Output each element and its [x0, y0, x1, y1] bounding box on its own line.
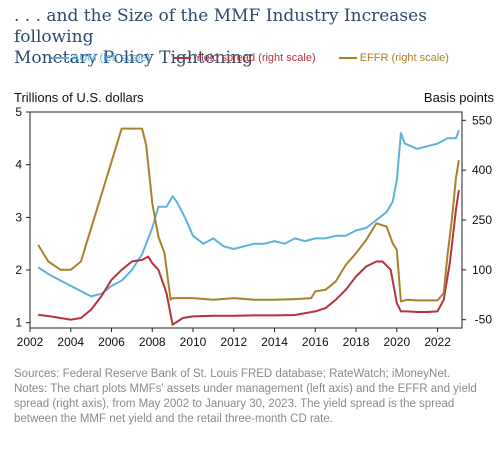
line-chart: 2002 2004 2006 2008 2010 2012 2014 2016 2018 2020… — [15, 105, 493, 349]
x-tick-label: 2004 — [57, 335, 84, 349]
x-tick-label: 2010 — [180, 335, 207, 349]
sources-text: Sources: Federal Reserve Bank of St. Lou… — [14, 368, 451, 380]
x-tick-label: 2014 — [261, 335, 288, 349]
x-tick-label: 2002 — [17, 335, 44, 349]
right-y-tick-label: 550 — [472, 113, 492, 127]
notes-text: Notes: The chart plots MMFs' assets unde… — [14, 383, 477, 425]
x-tick-label: 2022 — [424, 335, 451, 349]
right-y-tick-label: -50 — [475, 313, 493, 327]
left-axis-title: Trillions of U.S. dollars — [14, 90, 144, 105]
yield-spread-line — [38, 189, 460, 326]
aum-line — [37, 130, 460, 298]
legend-item-effr: EFFR (right scale) — [338, 52, 449, 64]
x-tick-label: 2018 — [343, 335, 370, 349]
right-axis-title: Basis points — [423, 90, 494, 105]
right-y-tick-label: 250 — [472, 213, 492, 227]
x-tick-label: 2016 — [302, 335, 329, 349]
right-y-tick-label: 400 — [472, 163, 492, 177]
effr-line — [37, 127, 460, 303]
x-tick-label: 2008 — [139, 335, 166, 349]
x-tick-label: 2020 — [383, 335, 410, 349]
chart-title-line-2: Monetary Policy Tightening — [14, 48, 253, 68]
left-y-tick-label: 4 — [15, 158, 22, 172]
legend-label-yield-spread: Yield spread (right scale) — [194, 52, 316, 64]
left-y-tick-label: 5 — [15, 105, 22, 119]
chart-title-line-1: . . . and the Size of the MMF Industry I… — [14, 6, 427, 47]
left-y-tick-label: 2 — [15, 263, 22, 277]
legend-item-aum: AUM (left scale) — [51, 52, 150, 64]
legend: AUM (left scale) Yield spread (right sca… — [0, 52, 500, 64]
chart-notes: Sources: Federal Reserve Bank of St. Lou… — [14, 367, 488, 427]
x-tick-label: 2006 — [98, 335, 125, 349]
right-y-tick-label: 100 — [472, 263, 492, 277]
x-tick-label: 2012 — [220, 335, 247, 349]
legend-label-effr: EFFR (right scale) — [359, 52, 449, 64]
left-y-tick-label: 3 — [15, 210, 22, 224]
chart-title: . . . and the Size of the MMF Industry I… — [14, 6, 494, 69]
left-y-tick-label: 1 — [15, 316, 22, 330]
legend-item-yield-spread: Yield spread (right scale) — [173, 52, 316, 64]
legend-label-aum: AUM (left scale) — [72, 52, 151, 64]
